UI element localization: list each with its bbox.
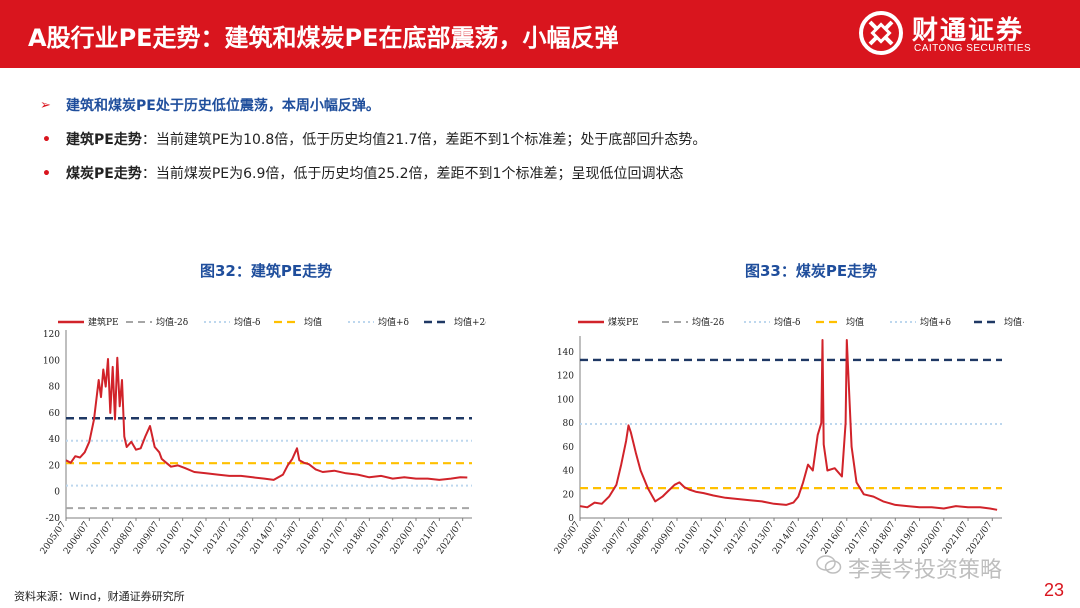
y-tick-label: 140 [557,348,574,358]
sub-bullet-label: 建筑PE走势 [66,132,142,148]
series-line [65,356,468,481]
y-tick-label: 80 [49,383,61,393]
legend-label: 均值+2δ [1004,316,1024,328]
logo-emblem-icon [859,11,903,55]
y-tick-label: 60 [563,443,575,453]
sub-bullet-label: 煤炭PE走势 [66,166,142,182]
page-number: 23 [1043,580,1064,600]
watermark: 李美岑投资策略 [816,552,1003,584]
legend-label: 均值 [304,316,322,328]
legend-label: 建筑PE [88,316,119,328]
legend-label: 均值+δ [920,316,951,328]
main-bullet: ➢ 建筑和煤炭PE处于历史低位震荡，本周小幅反弹。 [40,96,1040,116]
logo-english: CAITONG SECURITIES [914,43,1032,54]
y-tick-label: -20 [46,514,61,524]
y-tick-label: 40 [563,467,575,477]
y-tick-label: 80 [563,419,575,429]
coal-pe-chart: 煤炭PE 均值-2δ 均值-δ 均值 均值+δ 均值+2δ 0 20 40 60 80 100 120 1… [553,316,1024,556]
main-bullet-text: 建筑和煤炭PE处于历史低位震荡，本周小幅反弹。 [66,98,380,114]
legend-label: 均值-2δ [156,316,188,328]
figure-title-coal: 图33：煤炭PE走势 [745,262,878,280]
y-tick-label: 120 [43,330,60,340]
sub-bullet-construction: • 建筑PE走势：当前建筑PE为10.8倍，低于历史均值21.7倍，差距不到1个… [40,130,1040,150]
y-tick-label: 20 [563,490,575,500]
page-title: A股行业PE走势：建筑和煤炭PE在底部震荡，小幅反弹 [28,24,619,52]
figure-title-construction: 图32：建筑PE走势 [200,262,333,280]
logo-chinese: 财通证券 [912,16,1025,46]
y-tick-label: 60 [49,409,61,419]
y-tick-label: 20 [49,461,61,471]
legend-label: 均值-δ [234,316,260,328]
bullet-section: ➢ 建筑和煤炭PE处于历史低位震荡，本周小幅反弹。 • 建筑PE走势：当前建筑P… [40,96,1040,184]
legend-label: 均值+δ [378,316,409,328]
legend-label: 均值 [846,316,864,328]
sub-bullet-coal: • 煤炭PE走势：当前煤炭PE为6.9倍，低于历史均值25.2倍，差距不到1个标… [40,164,1040,184]
watermark-text: 李美岑投资策略 [848,558,1003,583]
y-tick-label: 40 [49,435,61,445]
construction-pe-chart: 建筑PE 均值-2δ 均值-δ 均值 均值+δ 均值+2δ -20 0 20 40 60 80 100 1… [39,316,486,556]
dot-bullet-icon: • [42,132,51,148]
legend-label: 煤炭PE [608,316,639,328]
legend-label: 均值+2δ [454,316,486,328]
y-tick-label: 100 [557,395,574,405]
legend-label: 均值-2δ [692,316,724,328]
sub-bullet-text: ：当前建筑PE为10.8倍，低于历史均值21.7倍，差距不到1个标准差；处于底部… [141,132,707,148]
y-tick-label: 0 [54,488,60,498]
legend-label: 均值-δ [774,316,800,328]
y-tick-label: 120 [557,372,574,382]
company-logo: 财通证券 CAITONG SECURITIES [856,10,1056,60]
arrow-bullet-icon: ➢ [40,98,51,113]
header-bar: A股行业PE走势：建筑和煤炭PE在底部震荡，小幅反弹 财通证券 CAITONG … [0,0,1080,68]
source-note: 资料来源：Wind，财通证券研究所 [14,590,185,603]
series-line [579,339,998,511]
dot-bullet-icon: • [42,166,51,182]
wechat-icon [816,555,842,574]
y-tick-label: 0 [568,514,574,524]
y-tick-label: 100 [43,356,60,366]
sub-bullet-text: ：当前煤炭PE为6.9倍，低于历史均值25.2倍，差距不到1个标准差；呈现低位回… [141,166,684,182]
